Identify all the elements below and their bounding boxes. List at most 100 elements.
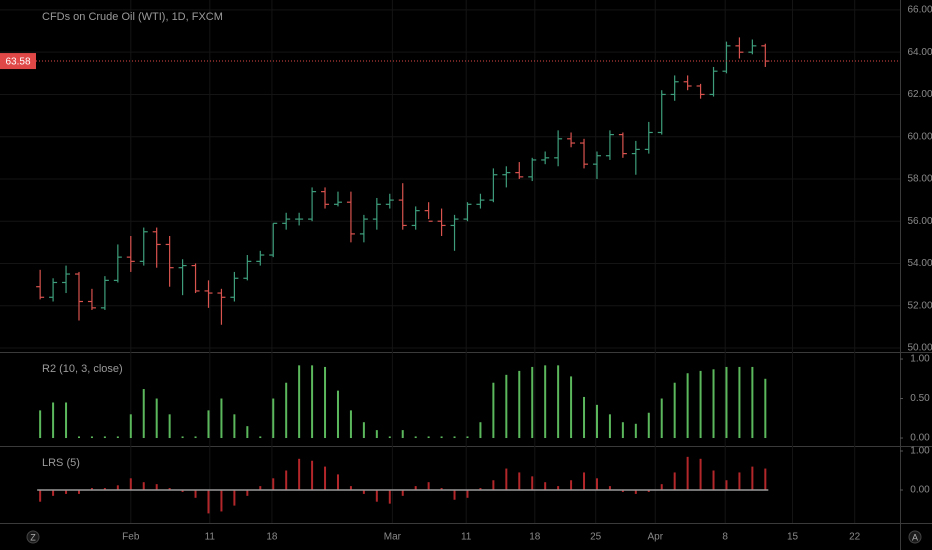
bar (77, 436, 80, 439)
y-tick-label: 1.00 (910, 354, 930, 365)
bar (194, 490, 197, 498)
price-label-box (0, 53, 36, 70)
x-tick-label: Apr (647, 532, 663, 543)
auto-scale-button[interactable] (908, 530, 922, 544)
x-tick-label: 22 (849, 532, 861, 543)
bar (207, 490, 210, 514)
bar (233, 490, 236, 506)
bar (181, 490, 184, 492)
bar (686, 373, 689, 439)
bar (634, 423, 637, 439)
bar (738, 472, 741, 490)
bar (65, 490, 68, 494)
y-tick-label: 0.50 (910, 393, 930, 404)
bar (479, 422, 482, 439)
bar (570, 376, 573, 439)
bar (621, 422, 624, 439)
y-tick-label: 62.00 (907, 89, 932, 100)
bar (505, 374, 508, 439)
x-tick-label: 11 (461, 532, 472, 543)
bar (751, 466, 754, 490)
bar (427, 482, 430, 490)
bar (181, 436, 184, 439)
bar (349, 486, 352, 490)
x-tick-label: Mar (384, 532, 402, 543)
y-tick-label: 64.00 (907, 47, 932, 58)
bar (725, 366, 728, 439)
bar (52, 490, 55, 496)
bar (492, 480, 495, 490)
bar (595, 404, 598, 439)
bar (311, 460, 314, 490)
bar (544, 365, 547, 439)
bar (699, 458, 702, 490)
bar (388, 436, 391, 439)
bar (155, 398, 158, 439)
zoom-button[interactable] (26, 530, 40, 544)
bar (129, 414, 132, 439)
bar (129, 478, 132, 490)
bar (194, 436, 197, 439)
bar (375, 490, 378, 502)
y-tick-label: 1.00 (910, 446, 930, 457)
pane-title: R2 (10, 3, close) (42, 363, 123, 375)
bar (362, 422, 365, 439)
bar (466, 436, 469, 439)
bar (440, 436, 443, 439)
bar (518, 370, 521, 439)
pane-title: CFDs on Crude Oil (WTI), 1D, FXCM (42, 11, 223, 23)
bar (336, 390, 339, 439)
bar (531, 476, 534, 490)
bar (311, 365, 314, 439)
bar (259, 486, 262, 490)
bar (647, 490, 650, 492)
bar (505, 468, 508, 490)
bar (466, 490, 469, 498)
bar (65, 402, 68, 439)
bar (246, 426, 249, 439)
bar (349, 410, 352, 439)
bar (621, 490, 624, 492)
bar (608, 486, 611, 490)
bar (324, 366, 327, 439)
bar (142, 389, 145, 439)
bar (103, 488, 106, 490)
bar (272, 478, 275, 490)
bar (116, 436, 119, 439)
bar (259, 436, 262, 439)
bar (660, 484, 663, 490)
bar (453, 490, 456, 500)
y-tick-label: 52.00 (907, 300, 932, 311)
bar (285, 382, 288, 439)
bar (544, 482, 547, 490)
bar (608, 414, 611, 439)
bar (764, 378, 767, 439)
bar (712, 369, 715, 439)
bar (453, 436, 456, 439)
x-tick-label: 18 (266, 532, 278, 543)
bar (388, 490, 391, 504)
bar (557, 365, 560, 439)
bar (673, 472, 676, 490)
bar (168, 414, 171, 439)
bar (52, 402, 55, 439)
bar (233, 414, 236, 439)
bar (272, 398, 275, 439)
bar (90, 436, 93, 439)
y-tick-label: 0.00 (910, 485, 930, 496)
bar (699, 370, 702, 439)
bar (168, 488, 171, 490)
bar (492, 382, 495, 439)
bar (116, 485, 119, 490)
y-tick-label: 0.00 (910, 433, 930, 444)
x-tick-label: 8 (722, 532, 728, 543)
bar (90, 488, 93, 490)
bar (39, 490, 42, 502)
bar (375, 430, 378, 439)
y-tick-label: 60.00 (907, 131, 932, 142)
bar (570, 480, 573, 490)
bar (583, 396, 586, 439)
bar (725, 480, 728, 490)
bar (401, 490, 404, 496)
bar (595, 478, 598, 490)
